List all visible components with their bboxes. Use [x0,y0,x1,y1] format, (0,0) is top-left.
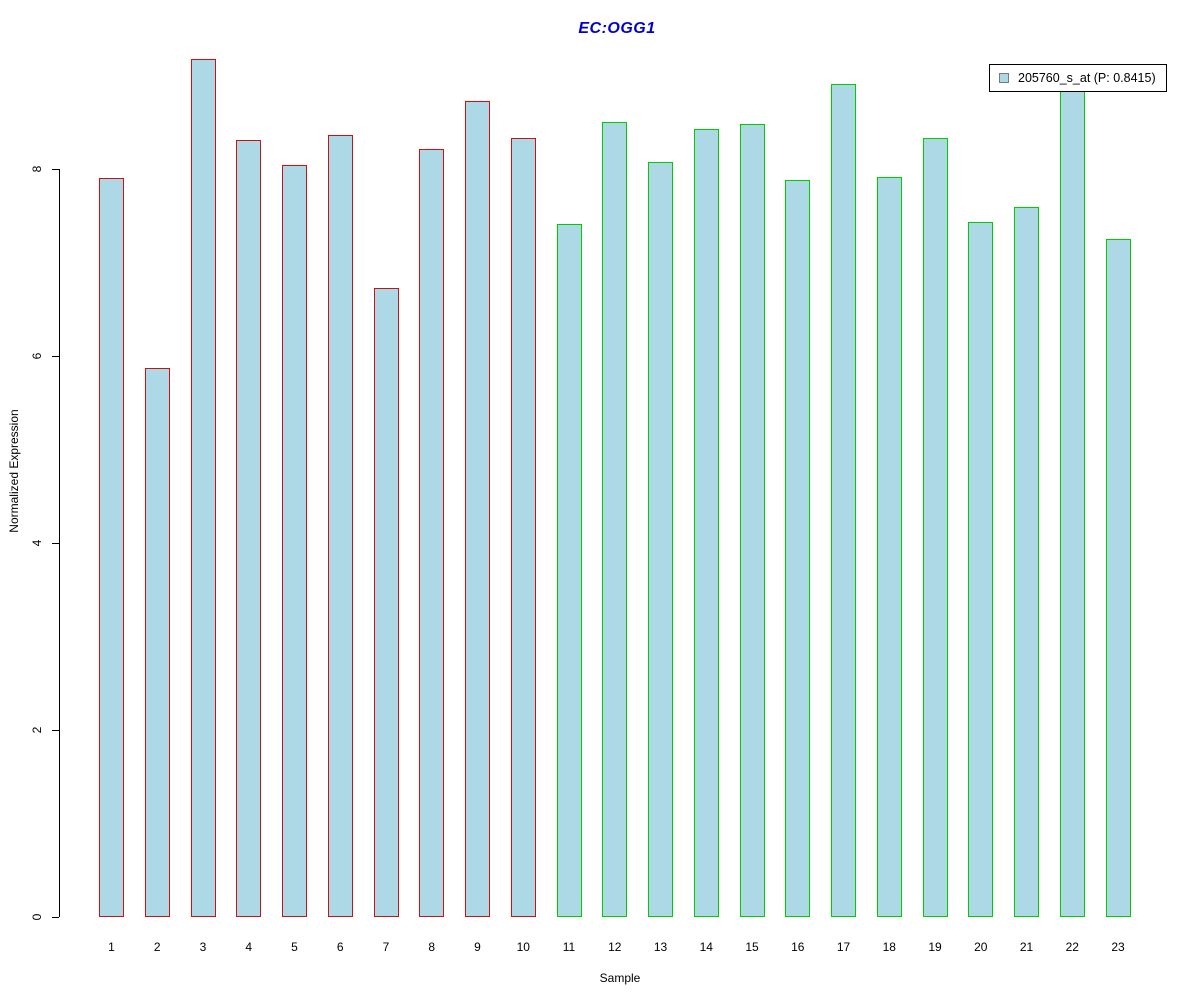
x-tick-label-19: 19 [928,940,942,954]
y-tick [52,168,59,170]
bar-sample-8 [419,148,445,917]
bar-sample-19 [922,137,948,917]
y-axis-label: Normalized Expression [7,409,21,533]
y-tick [52,917,59,919]
x-tick-label-4: 4 [245,940,253,954]
bar-sample-16 [785,179,811,917]
bar-sample-1 [99,177,124,917]
bar-sample-6 [327,134,353,917]
x-tick-label-6: 6 [336,940,344,954]
bar-sample-11 [556,223,582,917]
bar-sample-17 [831,84,856,917]
x-tick-label-1: 1 [108,940,115,954]
x-tick-label-22: 22 [1065,940,1079,954]
x-tick-label-2: 2 [153,940,161,954]
bar-sample-12 [602,121,628,917]
x-tick-label-21: 21 [1019,940,1034,954]
x-tick-label-12: 12 [608,940,622,954]
x-tick-label-3: 3 [199,940,207,954]
y-axis-line [59,168,61,917]
x-tick-label-16: 16 [791,940,805,954]
chart-title: EC:OGG1 [578,20,656,37]
x-tick-label-9: 9 [474,940,481,954]
y-tick [52,729,59,732]
bar-sample-4 [236,139,262,917]
legend-swatch-icon [999,73,1009,83]
bar-sample-9 [465,101,490,917]
bar-sample-3 [190,59,216,917]
x-tick-label-14: 14 [699,940,713,954]
x-tick-label-5: 5 [291,940,298,954]
y-tick-label: 8 [30,165,44,172]
x-tick-label-13: 13 [653,940,668,954]
x-tick-label-20: 20 [974,940,988,954]
bar-sample-13 [648,162,673,917]
x-tick-label-7: 7 [382,940,390,954]
x-tick-label-11: 11 [562,940,576,954]
x-tick-label-23: 23 [1111,940,1125,954]
bar-sample-23 [1105,238,1131,917]
y-tick-label: 4 [30,539,44,547]
bar-sample-5 [282,164,307,917]
x-tick-label-10: 10 [516,940,530,954]
bar-sample-22 [1059,89,1085,917]
legend-box: 205760_s_at (P: 0.8415) [989,64,1167,92]
y-tick [52,355,59,357]
legend-label: 205760_s_at (P: 0.8415) [1018,71,1156,85]
bar-sample-15 [739,123,765,917]
x-tick-label-15: 15 [745,940,759,954]
y-tick-label: 0 [30,913,44,921]
bar-sample-2 [144,367,170,917]
x-axis-label: Sample [599,971,641,985]
bar-sample-18 [876,177,902,917]
bar-sample-14 [693,129,719,917]
y-tick-label: 6 [30,352,44,360]
x-tick-label-18: 18 [882,940,896,954]
y-tick-label: 2 [30,726,44,734]
bar-sample-10 [510,137,536,917]
x-tick-label-17: 17 [836,940,851,954]
bar-sample-7 [373,288,399,917]
x-tick-label-8: 8 [428,940,436,954]
bar-sample-20 [968,221,994,917]
y-tick [52,542,59,545]
bar-sample-21 [1014,206,1039,917]
